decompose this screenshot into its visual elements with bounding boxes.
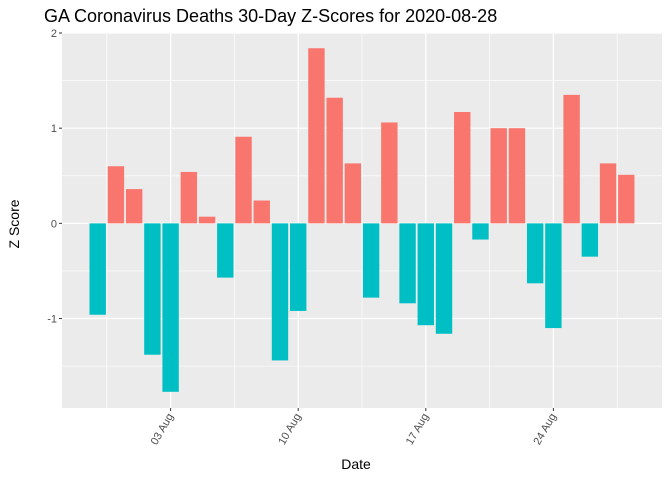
bar	[435, 223, 453, 334]
bar	[290, 223, 307, 311]
chart-title: GA Coronavirus Deaths 30-Day Z-Scores fo…	[44, 6, 498, 26]
bar	[235, 136, 252, 224]
bar	[545, 223, 562, 329]
x-axis-title: Date	[341, 456, 371, 472]
bar	[253, 200, 270, 224]
x-tick-label: 10 Aug	[276, 412, 304, 448]
bar	[271, 223, 289, 361]
bar	[125, 189, 143, 224]
bar	[381, 122, 398, 224]
x-tick-label: 17 Aug	[404, 412, 432, 448]
bar	[308, 48, 325, 224]
bar	[563, 94, 580, 224]
bar	[326, 97, 343, 224]
bar	[599, 163, 617, 224]
bar	[399, 223, 416, 304]
bar	[162, 223, 179, 392]
bar	[490, 128, 507, 224]
bar	[89, 223, 106, 315]
bar	[508, 128, 526, 224]
y-tick-label: 1	[51, 123, 57, 135]
bar	[362, 223, 380, 298]
bar	[217, 223, 234, 278]
bar	[472, 223, 489, 240]
bar	[581, 223, 599, 257]
bar	[107, 166, 125, 224]
bar	[180, 171, 198, 224]
bar	[618, 174, 635, 224]
x-tick-label: 24 Aug	[531, 412, 559, 448]
y-tick-label: 2	[51, 28, 57, 40]
bar	[526, 223, 544, 284]
bar	[417, 223, 434, 326]
bar	[198, 216, 216, 224]
y-axis-title: Z Score	[6, 199, 22, 248]
bar	[344, 163, 362, 224]
x-tick-label: 03 Aug	[149, 412, 177, 448]
y-tick-label: 0	[51, 218, 57, 230]
bar	[144, 223, 161, 355]
y-tick-label: -1	[47, 314, 57, 326]
bar	[454, 112, 471, 224]
